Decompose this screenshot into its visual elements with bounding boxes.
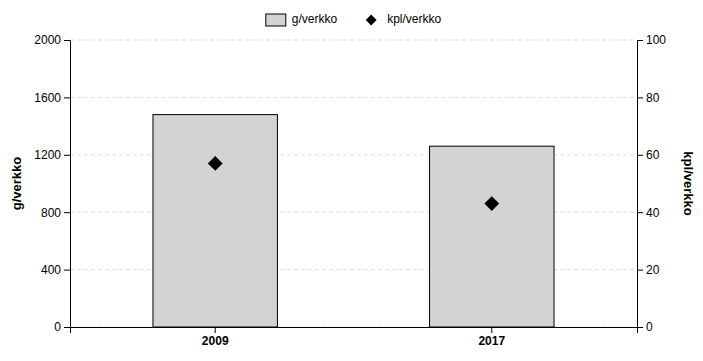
tick: 20 xyxy=(637,263,660,277)
legend-swatch xyxy=(366,15,377,26)
legend-item: kpl/verkko xyxy=(366,12,442,26)
grid xyxy=(70,40,637,327)
tick-mark xyxy=(637,270,643,271)
tick: 100 xyxy=(637,33,666,47)
y-axis: 0 400 800 1200 1600 2000 xyxy=(34,33,70,334)
tick: 0 xyxy=(637,320,653,334)
tick-mark xyxy=(64,40,70,41)
series xyxy=(208,156,499,211)
tick-mark xyxy=(64,155,70,156)
tick: 60 xyxy=(637,148,660,162)
tick-mark xyxy=(491,327,492,333)
tick-label: 60 xyxy=(646,148,660,162)
y2-axis: 0 20 40 60 80 100 xyxy=(637,33,666,334)
tick: 2009 xyxy=(202,327,229,348)
grid-line xyxy=(70,40,637,41)
x-axis: 2009 2017 xyxy=(71,327,638,348)
tick-label: 2000 xyxy=(34,33,61,47)
grid-line xyxy=(70,97,637,98)
y-axis-title: g/verkko xyxy=(9,157,24,211)
legend: g/verkko kpl/verkko xyxy=(266,12,442,26)
axis-line xyxy=(64,41,71,328)
series xyxy=(153,115,554,327)
bar xyxy=(153,115,277,327)
chart: 0 400 800 1200 1600 2000 0 20 40 60 80 100 2009 2017 g… xyxy=(0,0,703,361)
axis-line xyxy=(638,41,644,328)
tick-mark xyxy=(64,270,70,271)
legend-item: g/verkko xyxy=(266,12,338,26)
legend-swatch xyxy=(266,14,286,26)
tick-label: 400 xyxy=(41,263,61,277)
legend-label: g/verkko xyxy=(292,12,338,26)
tick-label: 0 xyxy=(54,320,61,334)
tick-mark xyxy=(64,97,70,98)
bar xyxy=(430,146,554,327)
tick: 1600 xyxy=(34,91,70,105)
tick-mark xyxy=(637,212,643,213)
tick-label: 800 xyxy=(41,206,61,220)
marks xyxy=(153,115,554,327)
axis-line xyxy=(71,328,638,334)
tick: 1200 xyxy=(34,148,70,162)
tick: 0 xyxy=(54,320,70,334)
tick-label: 1200 xyxy=(34,148,61,162)
point xyxy=(208,156,223,171)
tick-mark xyxy=(637,97,643,98)
tick-mark xyxy=(637,40,643,41)
tick-label: 1600 xyxy=(34,91,61,105)
point xyxy=(484,196,499,211)
tick-label: 2009 xyxy=(202,334,229,348)
tick: 2000 xyxy=(34,33,70,47)
tick: 400 xyxy=(41,263,70,277)
tick-label: 0 xyxy=(646,320,653,334)
tick-mark xyxy=(637,155,643,156)
y2-axis-title: kpl/verkko xyxy=(681,151,696,215)
tick-label: 20 xyxy=(646,263,660,277)
tick-mark xyxy=(215,327,216,333)
tick-label: 2017 xyxy=(478,334,505,348)
plot: 0 400 800 1200 1600 2000 0 20 40 60 80 100 2009 2017 xyxy=(34,33,666,347)
tick-mark xyxy=(64,212,70,213)
legend-label: kpl/verkko xyxy=(387,12,441,26)
tick: 800 xyxy=(41,206,70,220)
tick: 2017 xyxy=(478,327,505,348)
tick: 80 xyxy=(637,91,660,105)
tick-mark xyxy=(64,327,70,328)
tick-label: 80 xyxy=(646,91,660,105)
tick: 40 xyxy=(637,206,660,220)
tick-label: 40 xyxy=(646,206,660,220)
tick-label: 100 xyxy=(646,33,666,47)
